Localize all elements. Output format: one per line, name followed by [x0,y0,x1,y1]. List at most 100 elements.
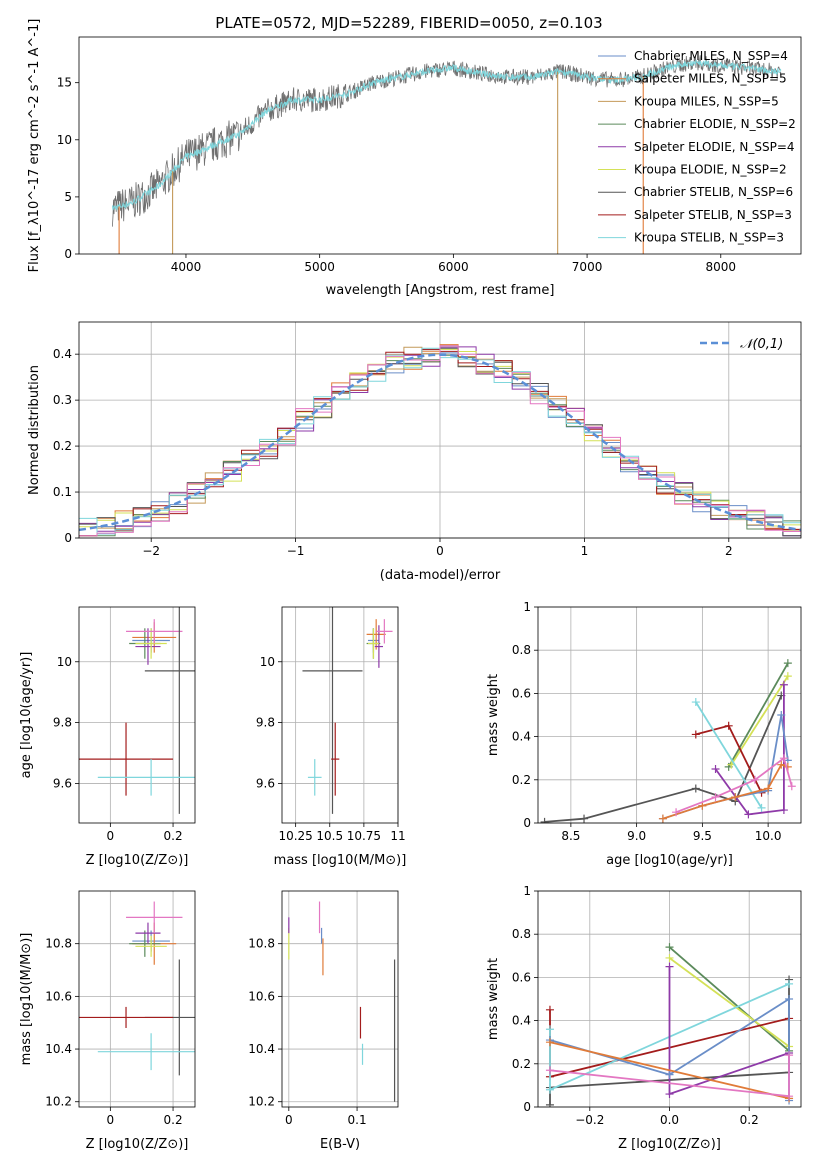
x-tick-label: 11 [390,829,405,843]
x-tick-label: 8000 [706,260,737,274]
errorbar-point [376,619,393,644]
y-tick-label: 0.6 [512,970,531,984]
mass-weight-line [668,946,790,1052]
y-axis-label: age [log10(age/yr)] [19,652,34,779]
errorbar-point [135,628,161,665]
x-tick-label: 8.5 [561,829,580,843]
x-tick-label: 0.2 [740,1113,759,1127]
errorbar-point [79,722,174,796]
axes-frame [537,890,802,1108]
mass-weight-marker [691,784,700,793]
axes-frame [78,321,802,539]
y-tick-label: 10.6 [248,989,275,1003]
y-tick-label: 10.8 [45,937,72,951]
legend-entry: Salpeter ELODIE, N_SSP=4 [634,140,795,154]
errorbar-panel-5: 0 0.2 10.2 10.4 10.6 10.8 Z [log10(Z/Z⊙)] mass … [19,890,196,1152]
errorbar-panel-6: 0 0.1 10.2 10.4 10.6 10.8 E(B-V) [248,890,399,1152]
legend-entry: Kroupa MILES, N_SSP=5 [634,94,779,108]
x-tick-label: −0.2 [575,1113,604,1127]
mass-weight-line [727,662,789,768]
mass-weight-line [695,701,763,809]
errorbar-point [374,625,383,668]
mass-weight-marker [779,754,788,763]
mass-weight-marker [785,1051,794,1060]
legend-entry: Salpeter MILES, N_SSP=5 [634,72,787,86]
mass-weight-line [730,675,789,766]
y-tick-label: 0.3 [53,393,72,407]
axes-frame [78,606,196,824]
errorbar-point [367,628,379,659]
errorbar-point [144,607,195,814]
x-tick-label: 0.2 [164,1113,183,1127]
legend: Chabrier MILES, N_SSP=4 Salpeter MILES, N… [598,49,796,245]
mass-weight-marker [785,979,794,988]
x-tick-label: 4000 [171,260,202,274]
errorbar-point [97,759,195,796]
x-axis-label: Z [log10(Z/Z⊙)] [86,1137,189,1152]
y-tick-label: 10.4 [248,1042,275,1056]
mass-weight-line [675,756,793,814]
errorbar-point [302,607,363,814]
y-tick-label: 0 [64,531,72,545]
x-tick-label: 2 [725,544,733,558]
mass-weight-marker [785,995,794,1003]
y-axis-label: mass [log10(M/M⊙)] [19,933,34,1066]
normal-curve [79,353,801,532]
y-tick-label: 0.8 [512,927,531,941]
chart-title: PLATE=0572, MJD=52289, FIBERID=0050, z=0… [215,14,602,32]
y-tick-label: 0.6 [512,686,531,700]
x-axis-label: (data-model)/error [380,568,501,583]
mass-weight-marker [540,817,549,823]
errorbar-point [79,1006,174,1028]
y-tick-label: 10.2 [248,1095,275,1109]
mass-weight-line [549,1041,790,1100]
mass-weight-marker [658,814,667,823]
errorbar-point [97,1033,195,1071]
mass-weight-marker [779,680,788,689]
mass-weight-marker [665,962,674,971]
mass-weight-panel-7: −0.2 0.0 0.2 0 0.2 0.4 0.6 0.8 1 Z [log10(Z/Z⊙)] m… [486,884,802,1152]
y-tick-label: 15 [57,76,72,90]
y-tick-label: 10.2 [45,1095,72,1109]
y-tick-label: 10 [260,655,275,669]
x-tick-label: 0.1 [348,1113,367,1127]
errorbar-point [307,759,322,796]
legend-entry: Kroupa ELODIE, N_SSP=2 [634,163,787,177]
mass-weight-marker [777,760,786,769]
axes-frame [78,890,196,1108]
mass-weight-marker [545,1005,554,1014]
y-axis-label: mass weight [486,674,501,756]
x-tick-label: 0.2 [164,829,183,843]
spectrum-model-line [111,59,782,211]
y-tick-label: 10.6 [45,989,72,1003]
y-tick-label: 0 [523,816,531,830]
mass-weight-marker [750,775,759,784]
x-axis-label: E(B-V) [320,1137,360,1152]
x-tick-label: 1 [581,544,589,558]
axes-frame [281,606,399,824]
y-tick-label: 0.8 [512,643,531,657]
errorbar-point [135,922,161,944]
mass-weight-marker [545,1100,554,1107]
legend-entry: Chabrier MILES, N_SSP=4 [634,49,788,63]
x-tick-label: −1 [287,544,305,558]
axes-frame [78,36,802,255]
x-tick-label: 9.0 [627,829,646,843]
y-tick-label: 10.4 [45,1042,72,1056]
legend-entry: Chabrier STELIB, N_SSP=6 [634,185,793,199]
x-tick-label: 0 [285,1113,293,1127]
mass-weight-marker [691,730,700,739]
y-tick-label: 5 [64,190,72,204]
y-tick-label: 10 [57,655,72,669]
y-tick-label: 10.8 [248,937,275,951]
legend-entry: Salpeter STELIB, N_SSP=3 [634,208,792,222]
y-axis-label: Flux [f_λ10^-17 erg cm^-2 s^-1 A^-1] [27,19,42,273]
errorbar-panel-2: 0 0.2 9.6 9.8 10 Z [log10(Z/Z⊙)] age [log10(ag… [19,606,196,868]
y-tick-label: 0 [523,1100,531,1114]
legend-entry: Chabrier ELODIE, N_SSP=2 [634,117,796,131]
y-tick-label: 1 [523,884,531,898]
x-tick-label: 9.5 [693,829,712,843]
mass-weight-marker [779,806,788,815]
mass-weight-line [695,724,763,794]
